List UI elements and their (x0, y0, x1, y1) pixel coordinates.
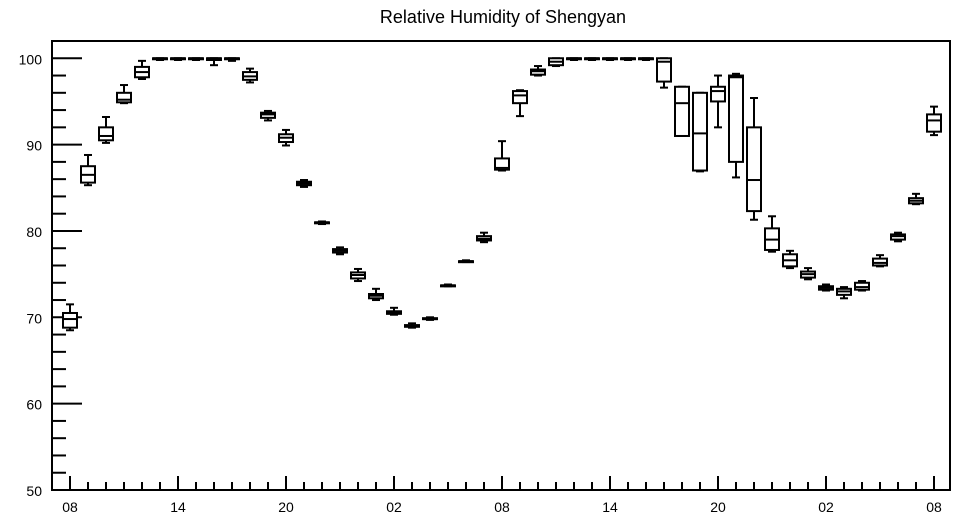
box (440, 283, 456, 288)
y-tick-label: 50 (26, 483, 42, 499)
box (206, 57, 222, 67)
box (530, 65, 546, 77)
box (350, 267, 366, 283)
x-tick-label: 08 (926, 499, 942, 515)
box (728, 72, 744, 179)
box (242, 67, 258, 84)
box-body (116, 91, 132, 104)
box (224, 57, 240, 62)
box-body (728, 74, 744, 163)
chart-title: Relative Humidity of Shengyan (380, 7, 626, 27)
box (656, 57, 672, 89)
y-tick-label: 100 (19, 51, 43, 67)
plot-frame (51, 40, 951, 491)
box (386, 306, 402, 316)
box-body (494, 157, 510, 171)
y-tick-label: 70 (26, 310, 42, 326)
box (98, 115, 114, 144)
x-tick-label: 08 (62, 499, 78, 515)
box (692, 91, 708, 173)
tick-labels: 50 60 70 80 90 100 08 14 20 02 08 14 20 02 08 (19, 51, 942, 515)
box (854, 280, 870, 292)
box (926, 105, 942, 137)
box-body (926, 113, 942, 133)
box (170, 57, 186, 61)
box (134, 59, 150, 80)
box (152, 57, 168, 61)
box (476, 231, 492, 244)
x-tick-label: 02 (386, 499, 402, 515)
box (818, 283, 834, 292)
x-tick-label: 20 (278, 499, 294, 515)
box-body (512, 90, 528, 105)
box-body (692, 91, 708, 172)
box (836, 286, 852, 300)
box (422, 316, 438, 321)
box (674, 85, 690, 137)
box (278, 128, 294, 147)
axes (51, 40, 951, 491)
box (800, 267, 816, 281)
box (116, 84, 132, 105)
box (620, 57, 636, 61)
box-body (98, 126, 114, 142)
box (908, 192, 924, 206)
y-tick-label: 90 (26, 138, 42, 154)
box (296, 179, 312, 188)
box-body (746, 126, 762, 213)
box-body (674, 85, 690, 137)
y-tick-label: 60 (26, 397, 42, 413)
box (890, 231, 906, 243)
box (638, 57, 654, 61)
box (710, 74, 726, 129)
x-tick-label: 02 (818, 499, 834, 515)
box (548, 57, 564, 68)
box (584, 57, 600, 61)
box-series (62, 57, 942, 332)
y-tick-label: 80 (26, 224, 42, 240)
box (512, 89, 528, 118)
box (62, 303, 78, 332)
box (332, 246, 348, 256)
box (602, 57, 618, 61)
box (80, 153, 96, 187)
box (872, 254, 888, 268)
box (494, 140, 510, 172)
box-body (656, 57, 672, 83)
x-tick-label: 14 (170, 499, 186, 515)
box (188, 57, 204, 61)
box (404, 322, 420, 329)
box (314, 220, 330, 226)
box-body (710, 85, 726, 103)
box-body (62, 311, 78, 329)
box (566, 57, 582, 61)
box (458, 259, 474, 264)
x-tick-label: 14 (602, 499, 618, 515)
box (782, 249, 798, 270)
x-tick-label: 08 (494, 499, 510, 515)
box (260, 109, 276, 122)
box (764, 215, 780, 253)
box (746, 96, 762, 221)
x-tick-label: 20 (710, 499, 726, 515)
box (368, 287, 384, 302)
